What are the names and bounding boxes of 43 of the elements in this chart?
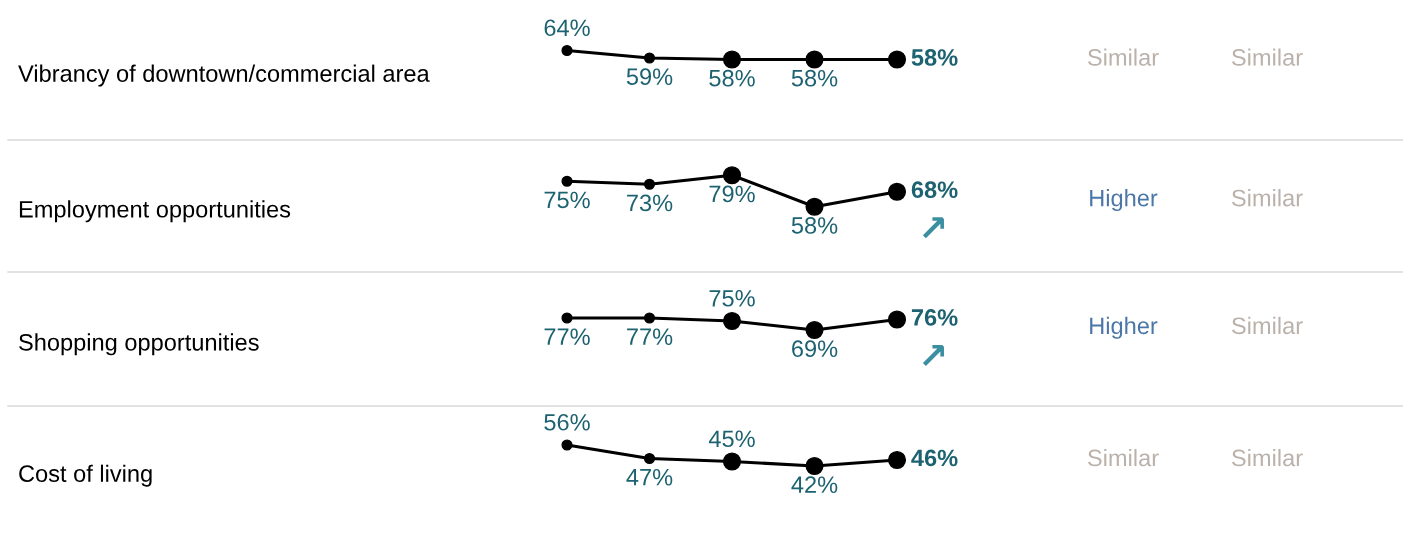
point [722, 452, 742, 471]
data-label: 58% [791, 217, 838, 234]
data-label: 58% [791, 69, 838, 87]
text: Similar [1232, 316, 1303, 335]
data-label: 47% [626, 468, 673, 486]
data-label: 46% [911, 449, 958, 467]
data-label: 58% [709, 69, 755, 87]
data-label: 76% [911, 309, 958, 326]
text: Similar [1088, 448, 1159, 467]
y-axis-title: Employment opportunities [19, 200, 291, 223]
data-label: 56% [544, 413, 590, 431]
y-axis-title: Vibrancy of downtown/commercial area [18, 64, 430, 87]
y-axis-title: Shopping opportunities [19, 333, 259, 356]
data-label: 68% [911, 181, 958, 199]
text: ↗ [922, 344, 944, 366]
text: Similar [1232, 48, 1303, 66]
data-label: 69% [792, 340, 838, 358]
text: Higher [1090, 316, 1158, 339]
data-label: 73% [627, 194, 673, 212]
point [887, 450, 907, 470]
text: Similar [1232, 448, 1303, 467]
data-label: 64% [544, 19, 590, 37]
y-axis-title: Cost of living [19, 464, 152, 487]
data-label: 77% [627, 328, 673, 345]
point [805, 456, 824, 476]
data-label: 45% [708, 430, 755, 448]
point [722, 311, 742, 331]
text: Higher [1090, 189, 1158, 212]
text: Similar [1088, 48, 1159, 66]
point [887, 310, 907, 329]
point [887, 182, 907, 201]
data-label: 77% [544, 328, 590, 345]
data-label: 42% [791, 476, 838, 493]
point [805, 320, 824, 340]
text: ↗ [922, 217, 944, 239]
data-label: 58% [911, 49, 958, 66]
point [805, 197, 824, 216]
data-label: 75% [709, 289, 755, 307]
point [722, 166, 742, 185]
data-label: 75% [544, 191, 590, 209]
data-label: 59% [626, 68, 673, 86]
text: Similar [1232, 189, 1303, 207]
data-label: 79% [709, 185, 755, 203]
